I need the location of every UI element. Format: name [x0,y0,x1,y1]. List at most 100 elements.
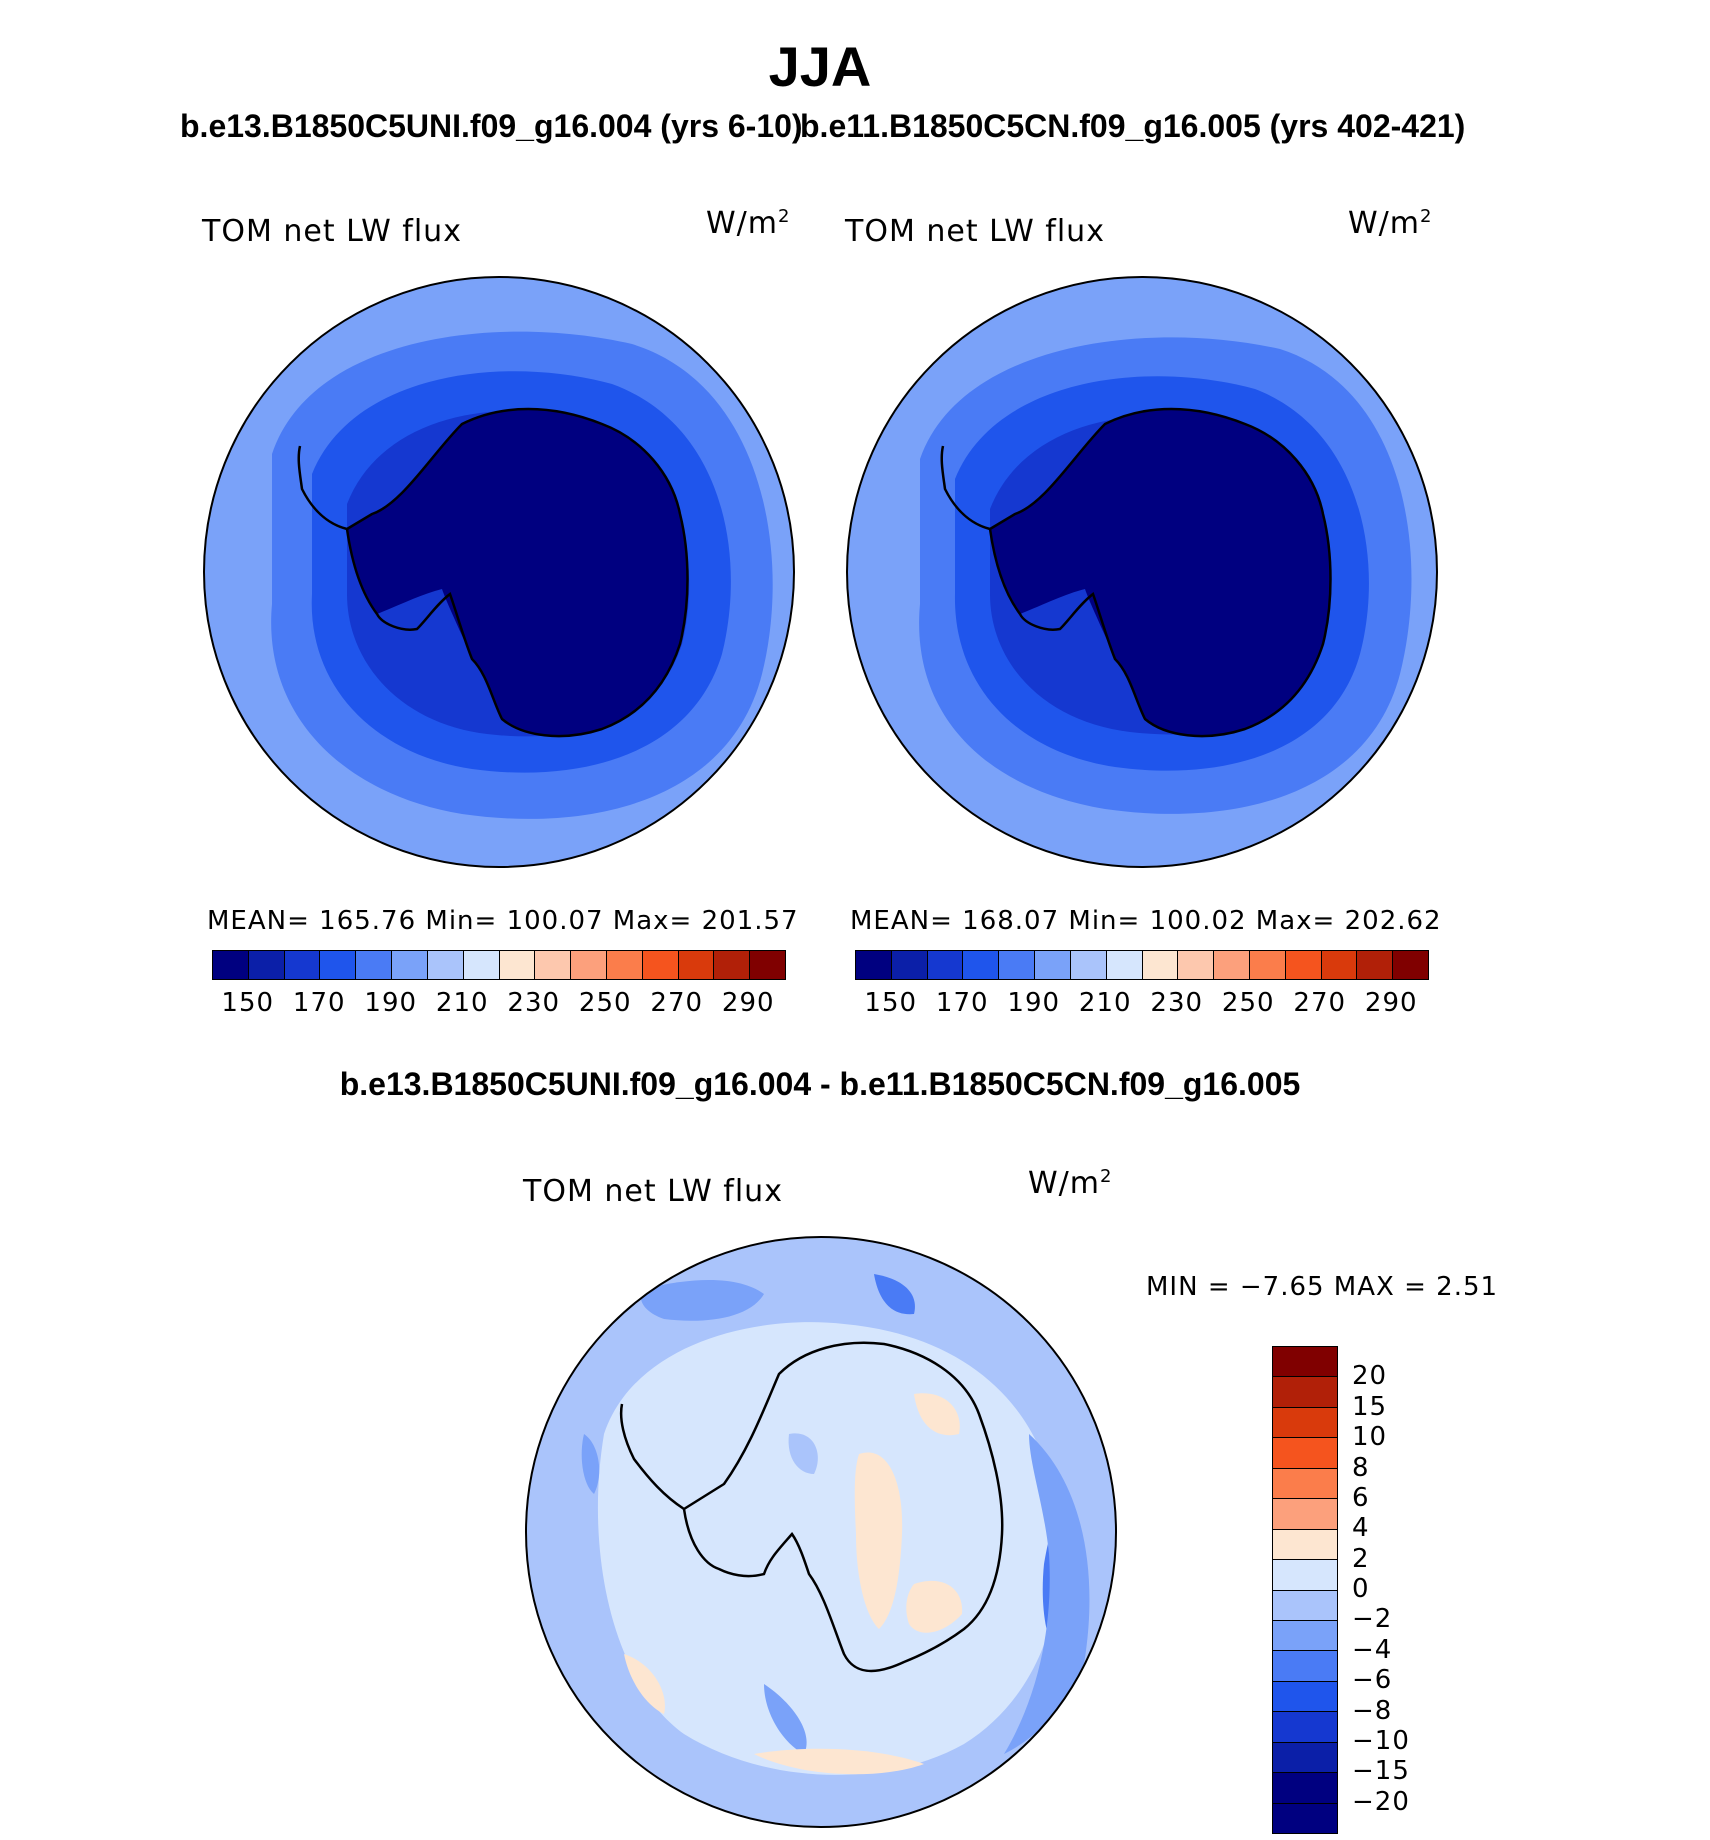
panel-b-subtitle: b.e11.B1850C5CN.f09_g16.005 (yrs 402-421… [800,108,1466,144]
diff-colorbar-box [1273,1651,1337,1682]
diff-colorbar-box [1273,1712,1337,1743]
diff-map-border [525,1236,1117,1828]
diff-colorbar-box [1273,1347,1337,1378]
panel-a-colorbar-box [535,951,572,979]
panel-b-colorbar-box [1035,951,1071,979]
panel-a-colorbar-tick-label: 250 [578,988,632,1018]
diff-peninsula [619,1403,685,1511]
diff-positive-patch-3 [914,1393,960,1436]
panel-a-map-border [203,276,795,868]
diff-colorbar-box [1273,1560,1337,1591]
diff-panel-title: b.e13.B1850C5UNI.f09_g16.004 - b.e11.B18… [339,1066,1301,1102]
panel-a-colorbar-box [642,951,679,979]
panel-b-colorbar-box [1357,951,1394,979]
panel-b-map [846,276,1438,868]
diff-colorbar-box [1273,1499,1337,1530]
panel-a-colorbar-tick-label: 170 [292,988,346,1018]
panel-a-colorbar-box [320,951,357,979]
panel-b-colorbar-tick-label: 270 [1293,988,1347,1018]
diff-colorbar-tick-label: 8 [1352,1452,1370,1483]
panel-a-map [203,276,795,868]
panel-a-colorbar-box [427,951,464,979]
diff-positive-patch-2 [906,1580,963,1633]
diff-units: W/m2 [1028,1166,1113,1201]
diff-colorbar-tick-label: 15 [1352,1391,1388,1422]
diff-colorbar-ticks: 20 15 10 8 6 4 2 0 −2 −4 −6 −8 −10 −15 −20 [1352,1346,1432,1832]
panel-b-antarctica [990,409,1331,737]
diff-colorbar-box [1273,1803,1337,1833]
panel-a-colorbar-box [606,951,643,979]
panel-a-colorbar-tick-label: 190 [364,988,418,1018]
panel-b-colorbar-box [1285,951,1322,979]
panel-a-coastline [345,407,689,738]
diff-colorbar-tick-label: 0 [1352,1574,1370,1604]
figure-title: JJA [768,35,872,98]
diff-colorbar-tick-label: −20 [1352,1786,1410,1817]
panel-b-colorbar-tick-label: 230 [1150,988,1204,1018]
panel-b-colorbar-box [927,951,964,979]
panel-b-colorbar-box [856,951,892,979]
panel-b-colorbar-box [1106,951,1143,979]
diff-dark-patch-4 [1004,1434,1090,1754]
panel-a-colorbar-tick-label: 230 [507,988,561,1018]
diff-colorbar-tick-label: 2 [1352,1543,1370,1574]
panel-a-stats: MEAN= 165.76 Min= 100.07 Max= 201.57 [207,906,799,936]
diff-dark-patch-2 [874,1274,915,1315]
diff-positive-patch-5 [624,1654,665,1714]
panel-a-units: W/m2 [706,206,791,241]
panel-b-colorbar [855,950,1429,980]
panel-b-colorbar-tick-label: 150 [864,988,918,1018]
panel-b-colorbar-box [963,951,1000,979]
diff-colorbar-box [1273,1529,1337,1561]
diff-colorbar-tick-label: 6 [1352,1482,1370,1513]
diff-positive-patch-4 [754,1748,924,1775]
diff-dark-patch-5 [581,1434,600,1494]
panel-a-colorbar-tick-label: 150 [221,988,275,1018]
diff-coastline [682,1341,1004,1673]
panel-b-coastline [988,407,1332,738]
panel-b-colorbar-ticks: 150 170 190 210 230 250 270 290 [855,988,1427,1022]
diff-colorbar-tick-label: −2 [1352,1604,1393,1635]
diff-colorbar-box [1273,1377,1337,1408]
panel-b-colorbar-box [1214,951,1250,979]
diff-map [525,1236,1117,1828]
panel-a-colorbar-box [463,951,500,979]
diff-colorbar-tick-label: 20 [1352,1361,1388,1392]
panel-a-colorbar-tick-label: 270 [650,988,704,1018]
panel-a-colorbar-tick-label: 290 [721,988,775,1018]
panel-b-colorbar-box [999,951,1036,979]
panel-b-colorbar-box [1321,951,1358,979]
panel-a-colorbar-box [248,951,285,979]
panel-a-colorbar-box [356,951,393,979]
panel-b-colorbar-tick-label: 190 [1007,988,1061,1018]
diff-field-label: TOM net LW flux [523,1174,783,1209]
diff-colorbar-box [1273,1620,1337,1652]
panel-a-colorbar-box [714,951,751,979]
panel-b-stats: MEAN= 168.07 Min= 100.02 Max= 202.62 [850,906,1442,936]
panel-a-field-label: TOM net LW flux [202,214,462,249]
diff-colorbar-tick-label: −15 [1352,1756,1410,1787]
panel-a-subtitle: b.e13.B1850C5UNI.f09_g16.004 (yrs 6-10) [180,108,803,144]
diff-dark-patch-1 [640,1279,764,1321]
panel-b-peninsula [940,445,991,531]
diff-colorbar-tick-label: −10 [1352,1725,1410,1756]
panel-b-colorbar-box [1070,951,1107,979]
panel-b-units: W/m2 [1348,206,1433,241]
diff-colorbar-box [1273,1407,1337,1439]
panel-a-colorbar-tick-label: 210 [435,988,489,1018]
panel-b-colorbar-box [1393,951,1428,979]
panel-b-colorbar-tick-label: 210 [1078,988,1132,1018]
panel-a-antarctica [347,409,688,737]
diff-blue-inland-patch [788,1433,818,1474]
panel-b-colorbar-tick-label: 250 [1221,988,1275,1018]
diff-colorbar-tick-label: −6 [1352,1665,1393,1696]
diff-colorbar-tick-label: −4 [1352,1634,1393,1665]
diff-colorbar-tick-label: −8 [1352,1695,1393,1726]
panel-a-colorbar-box [678,951,715,979]
panel-a-colorbar-box [571,951,607,979]
panel-b-colorbar-tick-label: 290 [1364,988,1418,1018]
panel-a-colorbar-box [213,951,249,979]
panel-a-colorbar-box [284,951,321,979]
panel-b-colorbar-box [1142,951,1179,979]
panel-b-colorbar-tick-label: 170 [935,988,989,1018]
